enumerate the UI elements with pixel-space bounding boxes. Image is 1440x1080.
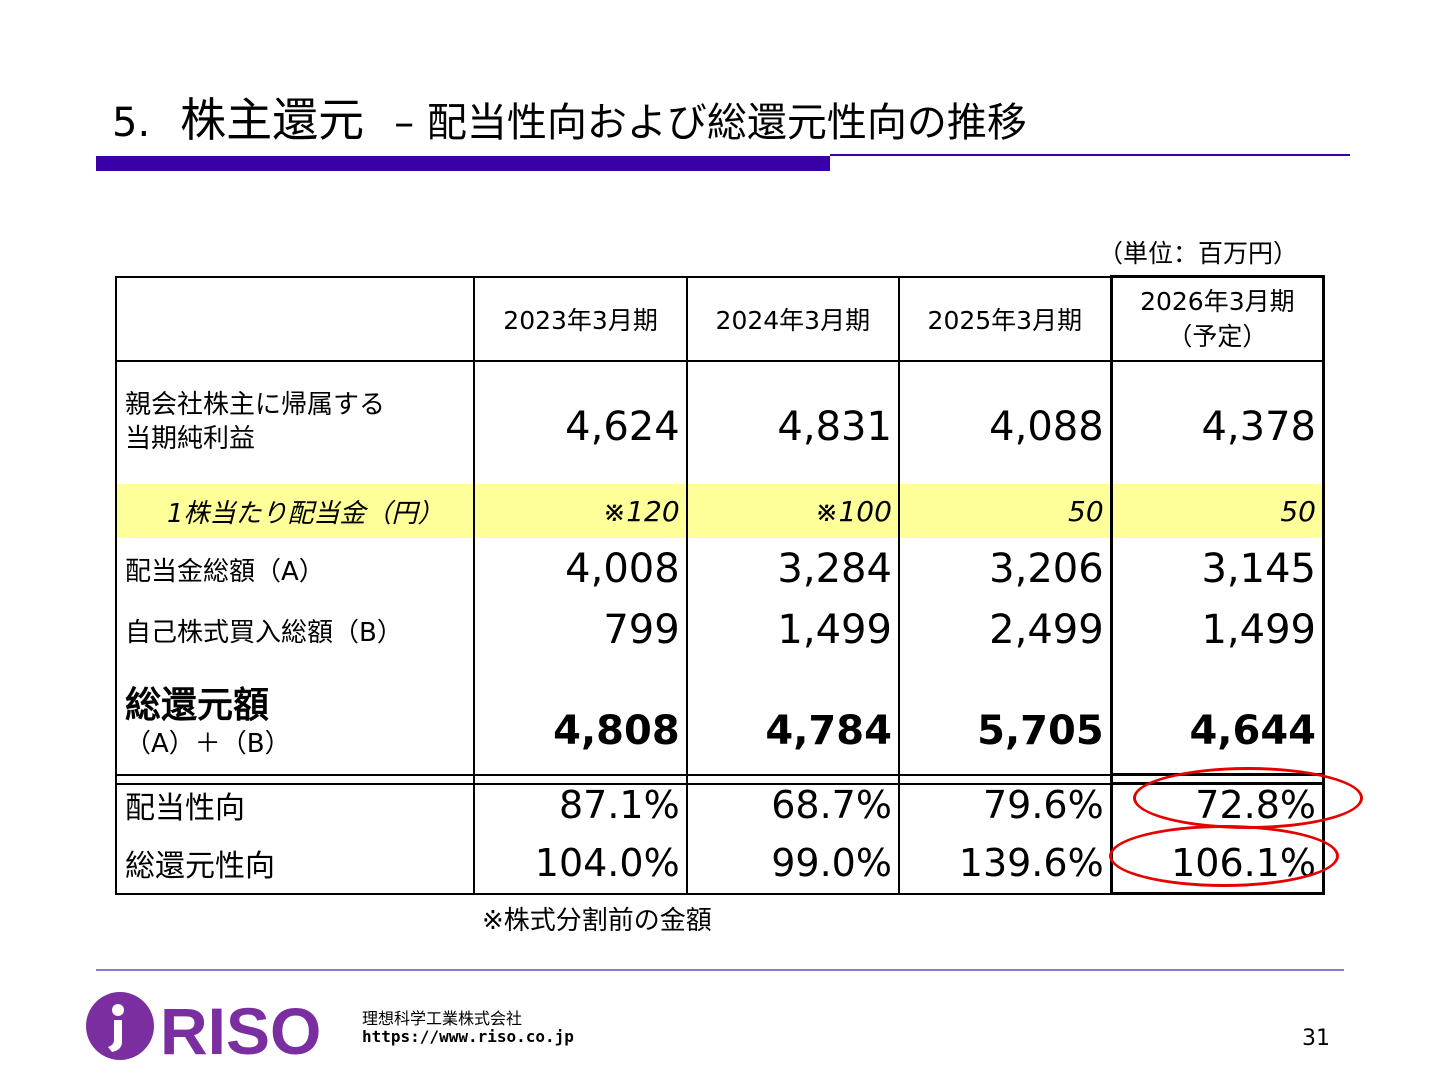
header-fy2026: 2026年3月期 （予定） [1109,275,1326,362]
page-title: 5. 株主還元 – 配当性向および総還元性向の推移 [112,84,1027,147]
table-row-total-return: 総還元額 （A）＋（B） 4,808 4,784 5,705 4,644 [114,660,1326,785]
total-dividend-fy2025: 3,206 [897,538,1113,600]
payout-ratio-fy2024: 68.7% [685,773,900,834]
row-label-total-return-ratio: 総還元性向 [114,834,476,895]
table-row-payout-ratio: 配当性向 87.1% 68.7% 79.6% 72.8% [114,767,1364,834]
net-income-fy2026: 4,378 [1109,361,1326,484]
net-income-fy2025: 4,088 [897,361,1113,484]
payout-ratio-fy2026-cell: 72.8% [1109,767,1364,834]
payout-ratio-fy2025: 79.6% [897,773,1113,834]
company-url: https://www.riso.co.jp [362,1027,574,1046]
total-dividend-fy2024: 3,284 [685,538,900,600]
total-return-ratio-fy2025: 139.6% [897,834,1113,895]
net-income-fy2024: 4,831 [685,361,900,484]
row-label-payout-ratio: 配当性向 [114,773,476,834]
table-row-buyback: 自己株式買入総額（B） 799 1,499 2,499 1,499 [114,600,1326,660]
row-label-net-income: 親会社株主に帰属する 当期純利益 [114,361,476,484]
header-fy2026-plan: （予定） [1167,322,1268,351]
payout-ratio-fy2023: 87.1% [473,773,688,834]
title-underline-bar [96,156,830,171]
shareholder-return-table: 2023年3月期 2024年3月期 2025年3月期 2026年3月期 （予定） … [114,275,1326,785]
total-return-label-main: 総還元額 [125,684,270,726]
header-fy2023: 2023年3月期 [473,275,688,362]
company-name: 理想科学工業株式会社 [362,1009,523,1028]
section-title: 株主還元 [180,93,365,147]
total-return-ratio-fy2026-cell: 106.1% [1109,825,1340,895]
highlight-circle-payout [1133,767,1364,829]
section-subtitle: – 配当性向および総還元性向の推移 [394,100,1027,146]
dps-fy2023: ※120 [473,484,688,538]
dps-fy2024: ※100 [685,484,900,538]
total-return-fy2023: 4,808 [473,660,688,785]
buyback-fy2026: 1,499 [1109,600,1326,660]
row-label-total-dividend: 配当金総額（A） [114,538,476,600]
buyback-fy2023: 799 [473,600,688,660]
footer-rule [96,969,1344,971]
net-income-label-line2: 当期純利益 [125,424,256,454]
row-label-dividend-per-share: 1株当たり配当金（円） [114,484,476,538]
row-label-buyback: 自己株式買入総額（B） [114,600,476,660]
total-return-ratio-fy2023: 104.0% [473,834,688,895]
total-return-fy2025: 5,705 [897,660,1113,785]
dps-fy2025: 50 [897,484,1113,538]
total-dividend-fy2023: 4,008 [473,538,688,600]
total-return-ratio-fy2024: 99.0% [685,834,900,895]
header-fy2025: 2025年3月期 [897,275,1113,362]
page-number: 31 [1302,1026,1330,1051]
header-fy2024: 2024年3月期 [685,275,900,362]
net-income-fy2023: 4,624 [473,361,688,484]
net-income-label-line1: 親会社株主に帰属する [125,390,386,421]
stock-split-note: ※株式分割前の金額 [482,906,712,936]
table-row-total-return-ratio: 総還元性向 104.0% 99.0% 139.6% 106.1% [114,825,1340,895]
unit-label: （単位：百万円） [1098,239,1299,268]
ratio-table: 配当性向 87.1% 68.7% 79.6% 72.8% 総還元性向 104.0… [114,767,1364,895]
riso-logo: RISO [86,992,321,1064]
highlight-circle-total-return [1109,825,1340,887]
row-label-total-return: 総還元額 （A）＋（B） [114,660,476,785]
header-row: 2023年3月期 2024年3月期 2025年3月期 2026年3月期 （予定） [114,275,1326,362]
payout-ratio-fy2026-highlight: 72.8% [1133,767,1364,829]
header-corner-cell [114,275,476,362]
table-row-total-dividend: 配当金総額（A） 4,008 3,284 3,206 3,145 [114,538,1326,600]
total-return-label-sub: （A）＋（B） [125,728,291,759]
section-number: 5. [112,100,151,146]
total-return-ratio-fy2026-highlight: 106.1% [1109,825,1340,887]
table-row-net-income: 親会社株主に帰属する 当期純利益 4,624 4,831 4,088 4,378 [114,361,1326,484]
total-return-fy2026: 4,644 [1109,660,1326,785]
buyback-fy2025: 2,499 [897,600,1113,660]
logo-wordmark: RISO [160,994,321,1064]
table-row-dividend-per-share: 1株当たり配当金（円） ※120 ※100 50 50 [114,484,1326,538]
dps-fy2026: 50 [1109,484,1326,538]
title-underline-rule [830,154,1350,156]
buyback-fy2024: 1,499 [685,600,900,660]
total-return-fy2024: 4,784 [685,660,900,785]
total-dividend-fy2026: 3,145 [1109,538,1326,600]
header-fy2026-year: 2026年3月期 [1140,287,1295,316]
